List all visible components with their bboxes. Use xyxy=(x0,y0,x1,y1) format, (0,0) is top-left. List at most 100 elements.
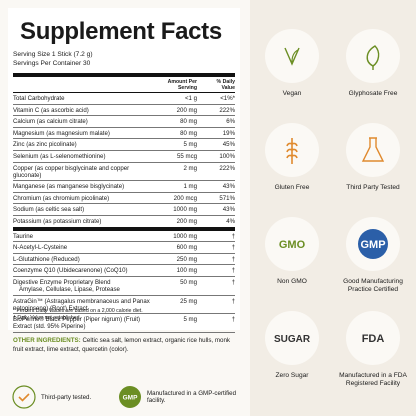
certification: SUGAR Zero Sugar xyxy=(252,310,332,380)
icon-circle xyxy=(265,311,319,365)
badge-icon: GMP xyxy=(119,386,141,408)
certifications: Vegan Glyphosate Free Gluten Free Third Par… xyxy=(250,0,416,416)
amount: 1 mg xyxy=(183,183,197,191)
nutrient-name: Magnesium (as magnesium malate) xyxy=(13,130,151,137)
nutrient-name: BioPerine® Black Pepper (Piper nigrum) (… xyxy=(13,316,151,330)
amount: 2 mg xyxy=(183,164,197,172)
icon-text: SUGAR xyxy=(274,334,311,345)
daily-value: † xyxy=(231,316,235,324)
footnotes: * Percent Daily Values are based on a 2,… xyxy=(13,308,143,322)
nutrient-name: Total Carbohydrate xyxy=(13,95,151,102)
nutrient-name: Potassium (as potassium citrate) xyxy=(13,218,151,225)
other-label: OTHER INGREDIENTS: xyxy=(13,337,81,344)
nutrient-detail: Amylase, Cellulase, Lipase, Protease xyxy=(19,285,120,293)
table-row: Manganese (as manganese bisglycinate) 1 m… xyxy=(13,181,235,193)
certification-icon: SUGAR xyxy=(265,311,319,365)
column-label: % Daily Value xyxy=(216,79,235,91)
certification-label: Good Manufacturing Practice Certified xyxy=(343,278,403,293)
icon-circle xyxy=(346,29,400,83)
certification-label: Vegan xyxy=(282,90,302,97)
table-row: Magnesium (as magnesium malate) 80 mg 19% xyxy=(13,128,235,140)
icon-text: GMP xyxy=(360,239,385,251)
badge: GMP Manufactured in a GMP-certified faci… xyxy=(118,385,243,409)
daily-value: 222% xyxy=(219,106,235,114)
certification-icon: GMO xyxy=(265,217,319,271)
table-row: Selenium (as L-selenomethionine) 55 mcg 10… xyxy=(13,151,235,163)
nutrient-label: Potassium (as potassium citrate) xyxy=(13,217,102,225)
amount: 5 mg xyxy=(183,141,197,149)
nutrient-name: Manganese (as manganese bisglycinate) xyxy=(13,183,151,190)
certification-icon xyxy=(346,123,400,177)
nutrient-label: BioPerine® Black Pepper (Piper nigrum) (… xyxy=(13,316,141,331)
amount: <1 g xyxy=(184,95,197,102)
footnote: † Daily Value not established. xyxy=(13,315,81,321)
certification-icon: GMP xyxy=(346,217,400,271)
title: Supplement Facts xyxy=(20,18,222,45)
nutrient-label: Copper (as copper bisglycinate and coppe… xyxy=(13,164,130,179)
nutrient-label: L-Glutathione (Reduced) xyxy=(13,255,80,263)
certification: Third Party Tested xyxy=(333,122,413,192)
badge: Third-party tested. xyxy=(12,385,91,409)
daily-value: † xyxy=(231,244,235,252)
nutrient-name: Selenium (as L-selenomethionine) xyxy=(13,153,151,160)
nutrient-label: Magnesium (as magnesium malate) xyxy=(13,129,110,137)
table-row: BioPerine® Black Pepper (Piper nigrum) (… xyxy=(13,314,235,333)
daily-value: † xyxy=(231,255,235,263)
table-row: Chromium (as chromium picolinate) 200 mcg… xyxy=(13,193,235,205)
icon-art xyxy=(284,47,300,66)
table-row: L-Glutathione (Reduced) 250 mg † xyxy=(13,254,235,266)
certification-icon: FDA xyxy=(346,311,400,365)
nutrient-name: Taurine xyxy=(13,233,151,240)
daily-value: 43% xyxy=(222,206,235,214)
nutrient-label: Calcium (as calcium citrate) xyxy=(13,118,88,126)
serving-size: Serving Size 1 Stick (7.2 g) xyxy=(13,51,93,58)
nutrient-name: Copper (as copper bisglycinate and coppe… xyxy=(13,165,151,179)
certification-icon xyxy=(346,29,400,83)
amount: 200 mg xyxy=(176,106,197,114)
badge-label: Third-party tested. xyxy=(41,393,92,401)
table-row: N-Acetyl-L-Cysteine 600 mg † xyxy=(13,242,235,254)
amount: 80 mg xyxy=(180,118,197,126)
icon-circle xyxy=(346,123,400,177)
table-row: Coenzyme Q10 (Ubidecarenone) (CoQ10) 100 … xyxy=(13,265,235,277)
amount: 50 mg xyxy=(180,278,197,286)
nutrient-name: N-Acetyl-L-Cysteine xyxy=(13,244,151,251)
amount: 5 mg xyxy=(183,316,197,324)
servings-per-container: Servings Per Container 30 xyxy=(13,60,91,67)
daily-value: 4% xyxy=(226,217,235,225)
table-row: Zinc (as zinc picolinate) 5 mg 45% xyxy=(13,139,235,151)
daily-value: † xyxy=(231,278,235,286)
amount: 1000 mg xyxy=(173,232,197,240)
amount: 55 mcg xyxy=(177,152,197,160)
column-label: Amount Per Serving xyxy=(167,79,197,91)
amount: 100 mg xyxy=(176,267,197,275)
table-row: Total Carbohydrate <1 g <1%* xyxy=(13,93,235,105)
certification-label: Manufactured in a FDA Registered Facilit… xyxy=(339,372,407,387)
icon-seal xyxy=(358,229,388,259)
other-text: Celtic sea salt, lemon extract, organic … xyxy=(13,337,230,353)
facts-table: Total Carbohydrate <1 g <1%* Vitamin C (as … xyxy=(13,92,235,333)
table-row: Calcium (as calcium citrate) 80 mg 6% xyxy=(13,116,235,128)
certification: Gluten Free xyxy=(252,122,332,192)
badge-icon-text: GMP xyxy=(123,395,138,402)
icon-art xyxy=(286,138,298,164)
daily-value: 100% xyxy=(219,152,235,160)
daily-value: † xyxy=(231,232,235,240)
facts-side: Supplement Facts Serving Size 1 Stick (7… xyxy=(0,0,250,416)
nutrient-name: Coenzyme Q10 (Ubidecarenone) (CoQ10) xyxy=(13,267,151,274)
daily-value: <1%* xyxy=(220,95,235,102)
daily-value: 45% xyxy=(222,141,235,149)
daily-value: 571% xyxy=(219,194,235,202)
certification-icon xyxy=(265,123,319,177)
certification: Vegan xyxy=(252,28,332,98)
nutrient-name: Digestive Enzyme Proprietary Blend Amylas… xyxy=(13,279,151,293)
amount: 1000 mg xyxy=(173,206,197,214)
nutrient-label: N-Acetyl-L-Cysteine xyxy=(13,244,68,252)
nutrient-name: Chromium (as chromium picolinate) xyxy=(13,195,151,202)
badge-icon xyxy=(12,385,36,409)
icon-art xyxy=(366,45,380,70)
amount: 250 mg xyxy=(176,255,197,263)
nutrient-label: Taurine xyxy=(13,232,33,240)
daily-value: 19% xyxy=(222,129,235,137)
